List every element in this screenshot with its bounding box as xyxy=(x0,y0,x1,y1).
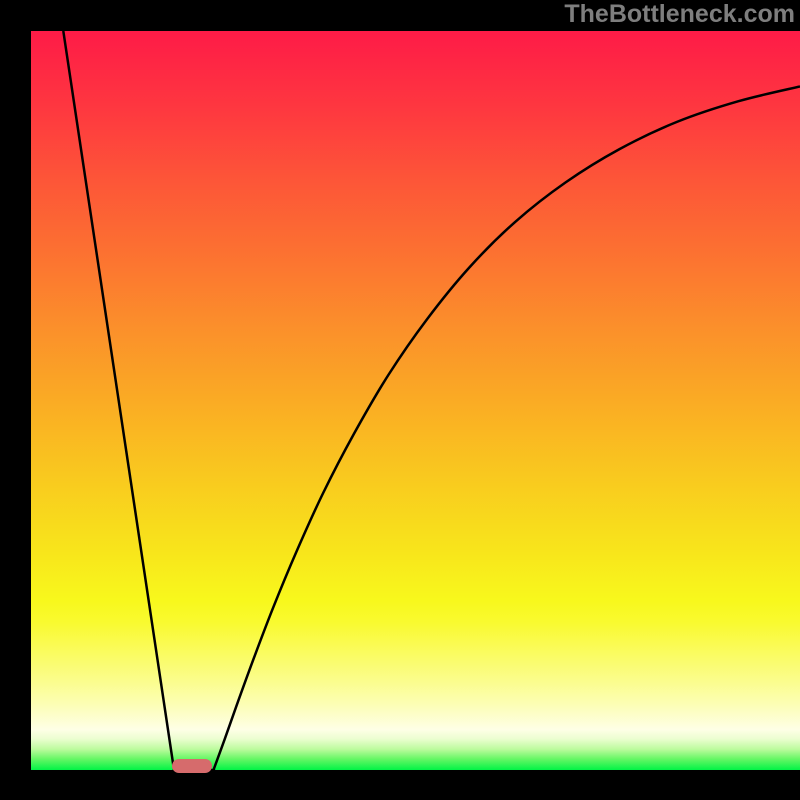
curves-overlay xyxy=(31,31,800,770)
left-line xyxy=(63,31,174,770)
plot-area xyxy=(31,31,800,770)
marker-pill xyxy=(172,759,212,773)
watermark-text: TheBottleneck.com xyxy=(564,0,795,29)
chart-root: TheBottleneck.com xyxy=(0,0,800,800)
bottleneck-marker xyxy=(172,759,212,773)
right-curve xyxy=(209,86,800,770)
